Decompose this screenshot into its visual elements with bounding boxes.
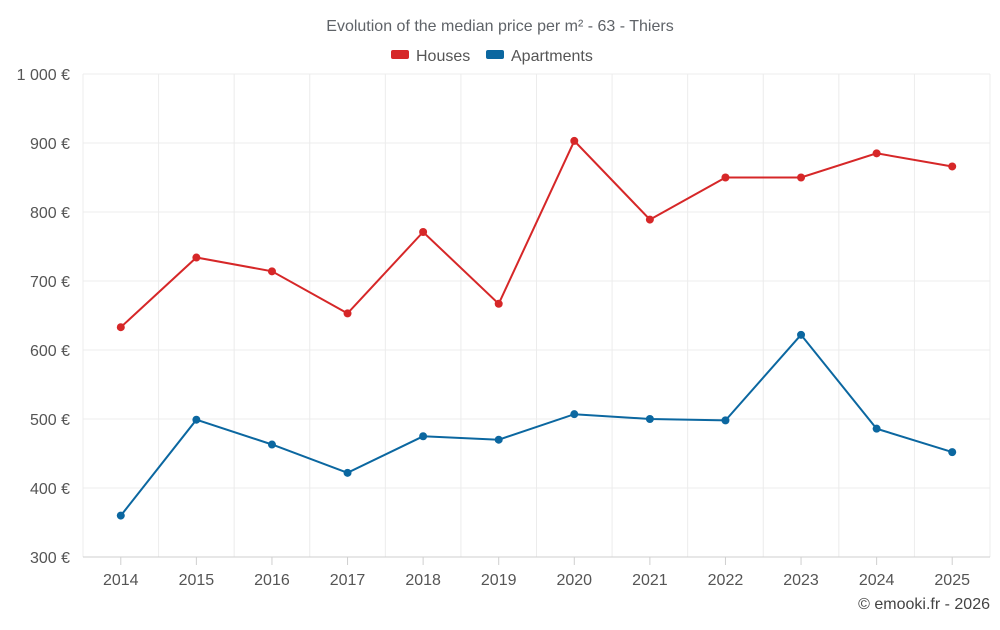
data-point[interactable]: [645, 215, 654, 224]
data-point[interactable]: [116, 323, 125, 332]
y-tick-label: 800 €: [30, 205, 70, 222]
x-tick-label: 2024: [859, 572, 895, 589]
y-tick-label: 500 €: [30, 412, 70, 429]
x-tick-label: 2025: [934, 572, 970, 589]
data-point[interactable]: [343, 468, 352, 477]
data-point[interactable]: [116, 511, 125, 520]
data-point[interactable]: [494, 299, 503, 308]
x-tick-label: 2020: [556, 572, 592, 589]
data-point[interactable]: [494, 435, 503, 444]
legend-label: Houses: [416, 48, 470, 65]
x-tick-label: 2018: [405, 572, 441, 589]
data-point[interactable]: [419, 228, 428, 237]
y-tick-label: 400 €: [30, 481, 70, 498]
y-tick-label: 700 €: [30, 274, 70, 291]
data-point[interactable]: [721, 173, 730, 182]
credit-text: © emooki.fr - 2026: [858, 596, 990, 613]
series-line[interactable]: [120, 333, 953, 517]
legend-item-apartments[interactable]: Apartments: [486, 48, 593, 65]
x-tick-label: 2017: [330, 572, 366, 589]
data-point[interactable]: [645, 415, 654, 423]
x-tick-label: 2019: [481, 572, 517, 589]
data-point[interactable]: [343, 309, 352, 318]
legend-swatch: [391, 50, 409, 59]
data-point[interactable]: [797, 173, 806, 182]
x-tick-label: 2022: [708, 572, 744, 589]
data-point[interactable]: [948, 162, 957, 171]
grid-layer: [82, 73, 991, 557]
x-tick-label: 2023: [783, 572, 819, 589]
chart-title: Evolution of the median price per m² - 6…: [326, 18, 673, 35]
axis-layer: 300 € 400 € 500 € 600 € 700 € 800 € 900 € 1 000…: [17, 67, 990, 589]
data-point[interactable]: [419, 432, 428, 441]
data-point[interactable]: [192, 415, 201, 424]
y-tick-label: 900 €: [30, 136, 70, 153]
series-apartments[interactable]: [116, 330, 957, 520]
series-houses[interactable]: [116, 136, 957, 332]
y-tick-label: 300 €: [30, 550, 70, 567]
legend-swatch: [486, 50, 504, 59]
data-point[interactable]: [872, 149, 881, 158]
x-tick-label: 2014: [103, 572, 139, 589]
data-point[interactable]: [797, 330, 806, 339]
y-tick-label: 1 000 €: [17, 67, 70, 84]
legend-item-houses[interactable]: Houses: [391, 48, 470, 65]
data-point[interactable]: [570, 136, 579, 145]
legend-label: Apartments: [511, 48, 593, 65]
y-tick-label: 600 €: [30, 343, 70, 360]
data-point[interactable]: [267, 440, 276, 449]
series-layer: [116, 136, 957, 520]
data-point[interactable]: [570, 410, 579, 419]
series-line[interactable]: [120, 139, 953, 328]
data-point[interactable]: [192, 253, 201, 262]
x-tick-label: 2021: [632, 572, 668, 589]
data-point[interactable]: [721, 416, 730, 425]
data-point[interactable]: [267, 267, 276, 276]
x-tick-label: 2015: [179, 572, 215, 589]
x-tick-label: 2016: [254, 572, 290, 589]
legend[interactable]: Houses Apartments: [391, 48, 593, 65]
data-point[interactable]: [948, 448, 957, 457]
data-point[interactable]: [872, 424, 881, 433]
